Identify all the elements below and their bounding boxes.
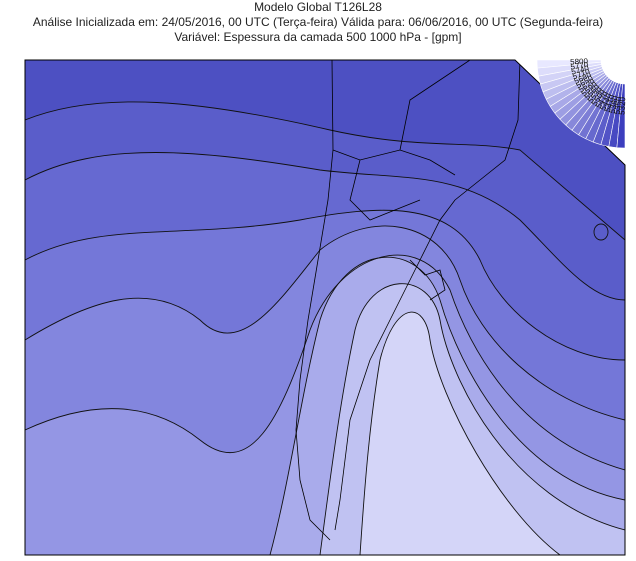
map-frame — [24, 59, 626, 556]
variable-label: Variável: Espessura da camada 500 1000 h… — [174, 30, 461, 44]
subtitle: Análise Inicializada em: 24/05/2016, 00 … — [33, 15, 603, 29]
legend-label: 5800 — [570, 57, 589, 67]
title: Modelo Global T126L28 — [254, 0, 382, 14]
color-legend: 5800577057405710568056505620559055605530… — [536, 57, 628, 149]
legend-label: 5320 — [618, 96, 628, 115]
legend-label: 5770 — [570, 60, 589, 71]
thickness-field — [25, 60, 625, 555]
legend-swatch — [616, 83, 626, 149]
legend-label: 5350 — [613, 96, 624, 115]
